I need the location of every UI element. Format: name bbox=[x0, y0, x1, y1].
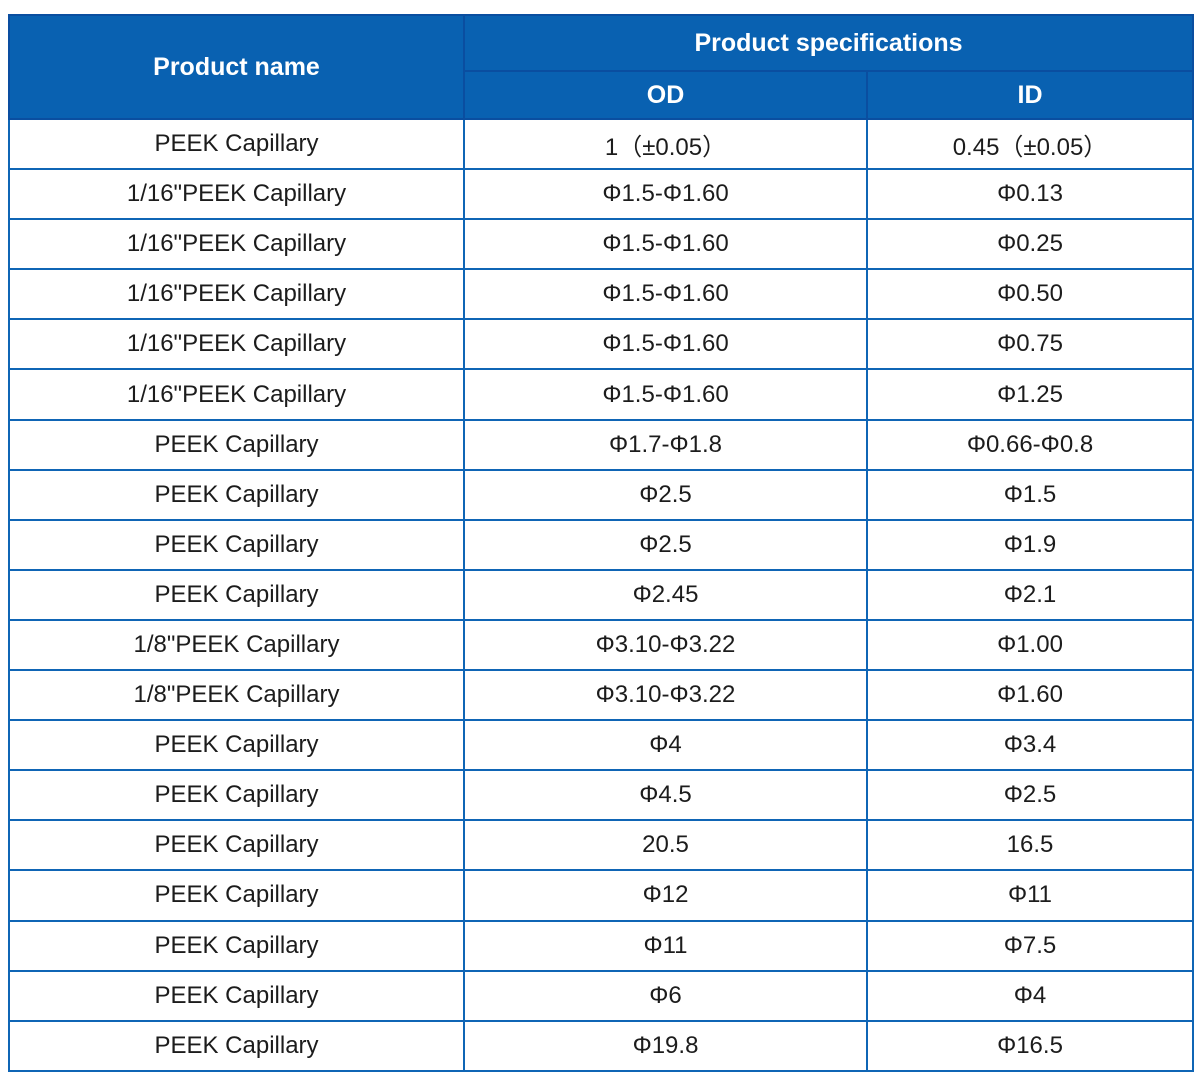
product-name-cell: 1/8"PEEK Capillary bbox=[8, 669, 465, 722]
product-spec-table: Product name Product specifications OD I… bbox=[8, 14, 1194, 1073]
od-cell: Φ19.8 bbox=[463, 1019, 868, 1073]
id-cell: Φ0.50 bbox=[866, 268, 1194, 321]
table-row: PEEK Capillary 1（±0.05） 0.45（±0.05） bbox=[8, 117, 1194, 171]
table-row: PEEK Capillary Φ4.5 Φ2.5 bbox=[8, 769, 1194, 822]
product-name-cell: PEEK Capillary bbox=[8, 518, 465, 571]
id-cell: Φ7.5 bbox=[866, 919, 1194, 972]
od-cell: Φ2.5 bbox=[463, 518, 868, 571]
od-cell: Φ2.45 bbox=[463, 568, 868, 621]
product-name-cell: PEEK Capillary bbox=[8, 418, 465, 471]
id-cell: Φ1.9 bbox=[866, 518, 1194, 571]
table-row: PEEK Capillary 20.5 16.5 bbox=[8, 819, 1194, 872]
id-cell: Φ1.00 bbox=[866, 618, 1194, 672]
table-row: 1/16"PEEK Capillary Φ1.5-Φ1.60 Φ0.50 bbox=[8, 268, 1194, 321]
product-name-cell: PEEK Capillary bbox=[8, 919, 465, 972]
id-cell: Φ11 bbox=[866, 869, 1194, 922]
od-cell: Φ1.5-Φ1.60 bbox=[463, 168, 868, 221]
id-cell: Φ0.25 bbox=[866, 218, 1194, 271]
product-name-cell: PEEK Capillary bbox=[8, 769, 465, 822]
table-row: PEEK Capillary Φ1.7-Φ1.8 Φ0.66-Φ0.8 bbox=[8, 418, 1194, 471]
od-cell: Φ12 bbox=[463, 869, 868, 922]
table-row: 1/16"PEEK Capillary Φ1.5-Φ1.60 Φ1.25 bbox=[8, 368, 1194, 421]
table-row: 1/8"PEEK Capillary Φ3.10-Φ3.22 Φ1.00 bbox=[8, 618, 1194, 672]
column-header-product-specifications: Product specifications bbox=[463, 14, 1194, 72]
od-cell: Φ4.5 bbox=[463, 769, 868, 822]
column-header-od: OD bbox=[463, 70, 868, 120]
column-header-product-name: Product name bbox=[8, 14, 465, 120]
id-cell: Φ16.5 bbox=[866, 1019, 1194, 1073]
table-row: 1/16"PEEK Capillary Φ1.5-Φ1.60 Φ0.13 bbox=[8, 168, 1194, 221]
product-name-cell: PEEK Capillary bbox=[8, 468, 465, 521]
column-header-id: ID bbox=[866, 70, 1194, 120]
od-cell: Φ1.5-Φ1.60 bbox=[463, 368, 868, 421]
od-cell: Φ6 bbox=[463, 969, 868, 1022]
id-cell: 0.45（±0.05） bbox=[866, 117, 1194, 171]
id-cell: Φ1.5 bbox=[866, 468, 1194, 521]
table-row: 1/16"PEEK Capillary Φ1.5-Φ1.60 Φ0.25 bbox=[8, 218, 1194, 271]
product-name-cell: 1/16"PEEK Capillary bbox=[8, 168, 465, 221]
table-row: 1/16"PEEK Capillary Φ1.5-Φ1.60 Φ0.75 bbox=[8, 318, 1194, 371]
od-cell: Φ1.7-Φ1.8 bbox=[463, 418, 868, 471]
id-cell: Φ0.75 bbox=[866, 318, 1194, 371]
product-name-cell: PEEK Capillary bbox=[8, 1019, 465, 1073]
product-name-cell: 1/16"PEEK Capillary bbox=[8, 218, 465, 271]
table-row: PEEK Capillary Φ19.8 Φ16.5 bbox=[8, 1019, 1194, 1073]
table-row: PEEK Capillary Φ11 Φ7.5 bbox=[8, 919, 1194, 972]
table-row: PEEK Capillary Φ12 Φ11 bbox=[8, 869, 1194, 922]
id-cell: Φ1.25 bbox=[866, 368, 1194, 421]
product-name-cell: PEEK Capillary bbox=[8, 969, 465, 1022]
product-name-cell: PEEK Capillary bbox=[8, 117, 465, 171]
id-cell: Φ2.5 bbox=[866, 769, 1194, 822]
id-cell: Φ0.66-Φ0.8 bbox=[866, 418, 1194, 471]
table-row: PEEK Capillary Φ2.5 Φ1.5 bbox=[8, 468, 1194, 521]
id-cell: Φ2.1 bbox=[866, 568, 1194, 621]
od-cell: Φ1.5-Φ1.60 bbox=[463, 218, 868, 271]
id-cell: Φ4 bbox=[866, 969, 1194, 1022]
product-name-cell: PEEK Capillary bbox=[8, 719, 465, 772]
od-cell: 1（±0.05） bbox=[463, 117, 868, 171]
product-name-cell: 1/16"PEEK Capillary bbox=[8, 268, 465, 321]
id-cell: Φ3.4 bbox=[866, 719, 1194, 772]
od-cell: 20.5 bbox=[463, 819, 868, 872]
product-name-cell: 1/16"PEEK Capillary bbox=[8, 318, 465, 371]
od-cell: Φ2.5 bbox=[463, 468, 868, 521]
od-cell: Φ1.5-Φ1.60 bbox=[463, 318, 868, 371]
od-cell: Φ3.10-Φ3.22 bbox=[463, 669, 868, 722]
table-row: PEEK Capillary Φ2.5 Φ1.9 bbox=[8, 518, 1194, 571]
product-name-cell: PEEK Capillary bbox=[8, 869, 465, 922]
od-cell: Φ4 bbox=[463, 719, 868, 772]
id-cell: Φ0.13 bbox=[866, 168, 1194, 221]
od-cell: Φ1.5-Φ1.60 bbox=[463, 268, 868, 321]
product-name-cell: PEEK Capillary bbox=[8, 568, 465, 621]
product-name-cell: 1/8"PEEK Capillary bbox=[8, 618, 465, 672]
table-row: PEEK Capillary Φ4 Φ3.4 bbox=[8, 719, 1194, 772]
table-row: 1/8"PEEK Capillary Φ3.10-Φ3.22 Φ1.60 bbox=[8, 669, 1194, 722]
table-row: PEEK Capillary Φ2.45 Φ2.1 bbox=[8, 568, 1194, 621]
od-cell: Φ3.10-Φ3.22 bbox=[463, 618, 868, 672]
id-cell: 16.5 bbox=[866, 819, 1194, 872]
table-row: PEEK Capillary Φ6 Φ4 bbox=[8, 969, 1194, 1022]
od-cell: Φ11 bbox=[463, 919, 868, 972]
product-name-cell: 1/16"PEEK Capillary bbox=[8, 368, 465, 421]
id-cell: Φ1.60 bbox=[866, 669, 1194, 722]
table-body: PEEK Capillary 1（±0.05） 0.45（±0.05） 1/16"PE… bbox=[8, 117, 1194, 1073]
table-header: Product name Product specifications OD I… bbox=[8, 14, 1194, 120]
product-name-cell: PEEK Capillary bbox=[8, 819, 465, 872]
